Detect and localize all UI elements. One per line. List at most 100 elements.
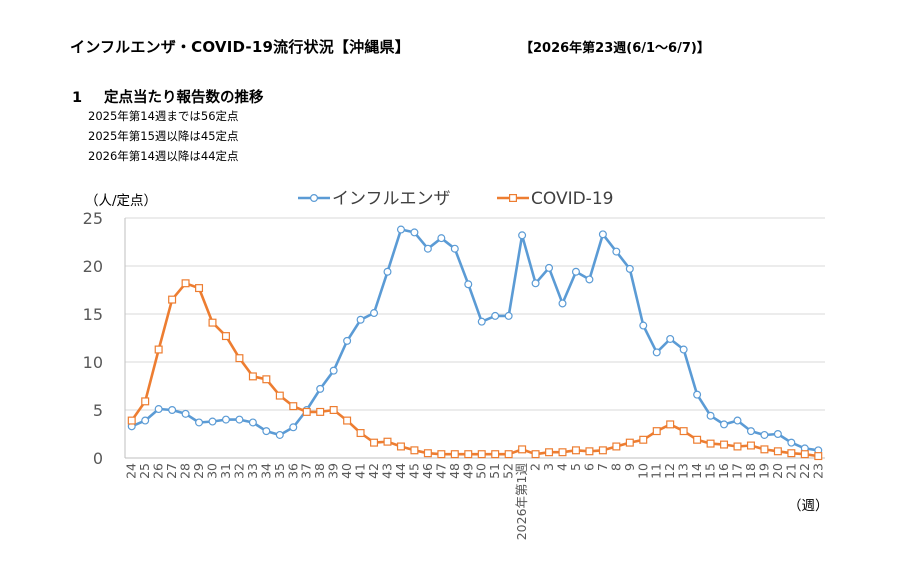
x-axis-unit: （週） (788, 498, 829, 514)
y-tick-label: 0 (93, 449, 103, 468)
data-point (154, 345, 163, 354)
data-point (168, 295, 177, 304)
x-tick-label: 3 (541, 463, 556, 471)
x-tick-label: 9 (622, 463, 637, 471)
data-point (181, 409, 190, 418)
data-point (720, 440, 729, 449)
x-tick-label: 27 (164, 463, 179, 479)
x-tick-label: 7 (595, 463, 610, 471)
data-point (370, 309, 379, 318)
x-tick-label: 45 (406, 463, 421, 479)
data-point (693, 390, 702, 399)
series-covid (127, 279, 823, 461)
data-point (450, 244, 459, 253)
data-point (639, 435, 648, 444)
data-point (571, 267, 580, 276)
data-point (221, 415, 230, 424)
data-point (410, 446, 419, 455)
data-point (343, 416, 352, 425)
x-tick-label: 51 (487, 463, 502, 479)
data-point (558, 448, 567, 457)
data-point (733, 442, 742, 451)
x-tick-label: 2 (528, 463, 543, 471)
data-point (370, 438, 379, 447)
x-tick-label: 38 (312, 463, 327, 479)
data-point (383, 437, 392, 446)
x-tick-label: 36 (285, 463, 300, 479)
legend-marker (310, 194, 319, 203)
y-tick-label: 25 (83, 209, 103, 228)
chart-legend: インフルエンザ COVID-19 (298, 189, 613, 209)
data-point (558, 299, 567, 308)
data-point (706, 411, 715, 420)
note-sentinel-count-2: 2025年第15週以降は45定点 (88, 129, 239, 143)
data-point (423, 449, 432, 458)
x-tick-label: 17 (730, 463, 745, 479)
data-point (706, 439, 715, 448)
data-point (356, 429, 365, 438)
data-point (773, 447, 782, 456)
data-point (733, 416, 742, 425)
data-point (248, 372, 257, 381)
data-point (235, 354, 244, 363)
x-tick-label: 33 (245, 463, 260, 479)
data-point (181, 279, 190, 288)
data-point (666, 334, 675, 343)
x-tick-label: 4 (555, 463, 570, 471)
data-point (585, 275, 594, 284)
data-point (800, 450, 809, 459)
legend-label: COVID-19 (531, 189, 613, 209)
y-tick-label: 10 (83, 353, 103, 372)
data-point (275, 430, 284, 439)
data-point (329, 366, 338, 375)
y-tick-label: 15 (83, 305, 103, 324)
data-point (746, 427, 755, 436)
x-tick-label: 40 (339, 463, 354, 479)
x-tick-label: 23 (810, 463, 825, 479)
x-tick-label: 26 (151, 463, 166, 479)
x-tick-label: 20 (770, 463, 785, 479)
data-point (625, 438, 634, 447)
data-point (652, 348, 661, 357)
chart-series (127, 225, 823, 461)
x-tick-label: 39 (326, 463, 341, 479)
data-point (504, 311, 513, 320)
x-tick-label: 15 (703, 463, 718, 479)
data-point (531, 450, 540, 459)
x-tick-label: 8 (608, 463, 623, 471)
x-tick-label: 25 (137, 463, 152, 479)
data-point (423, 244, 432, 253)
series-influenza (127, 225, 823, 455)
data-point (141, 416, 150, 425)
data-point (585, 447, 594, 456)
section-heading: 1 定点当たり報告数の推移 (72, 86, 264, 107)
data-point (571, 446, 580, 455)
data-point (477, 450, 486, 459)
data-point (141, 397, 150, 406)
data-point (329, 406, 338, 415)
legend-marker (509, 194, 518, 203)
data-point (450, 450, 459, 459)
x-tick-label: 12 (662, 463, 677, 479)
data-point (289, 402, 298, 411)
series-line (130, 281, 819, 458)
data-point (652, 427, 661, 436)
x-tick-label: 24 (124, 463, 139, 479)
x-tick-label: 2026年第1週 (514, 463, 529, 541)
x-tick-label: 13 (676, 463, 691, 479)
data-point (262, 427, 271, 436)
x-tick-label: 14 (689, 463, 704, 479)
x-tick-label: 29 (191, 463, 206, 479)
data-point (518, 445, 527, 454)
x-tick-label: 37 (299, 463, 314, 479)
data-point (302, 407, 311, 416)
data-point (383, 267, 392, 276)
data-point (773, 430, 782, 439)
data-point (168, 406, 177, 415)
data-point (343, 336, 352, 345)
data-point (235, 415, 244, 424)
series-line (131, 228, 819, 452)
data-point (396, 442, 405, 451)
data-point (316, 384, 325, 393)
